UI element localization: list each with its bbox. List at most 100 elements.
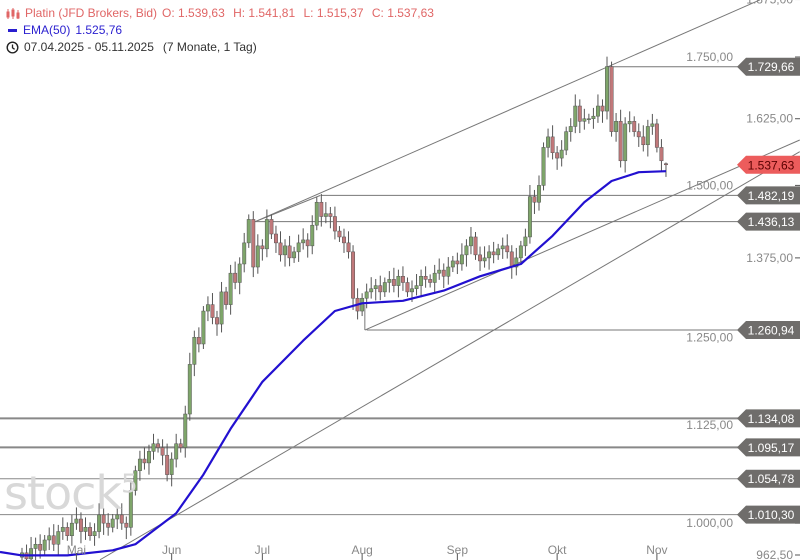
line-swatch-icon <box>8 29 17 32</box>
candle-down <box>233 272 238 283</box>
candle-down <box>441 269 446 277</box>
candle-down <box>215 317 219 325</box>
candle-down <box>509 251 514 268</box>
candle <box>106 513 111 536</box>
time-axis[interactable]: Mai Jun Jul Aug Sep Okt Nov <box>67 543 668 560</box>
candle <box>432 264 437 293</box>
candle <box>650 113 655 135</box>
x-tick-label: Nov <box>646 543 667 557</box>
candle-up <box>487 251 492 259</box>
candle <box>369 277 374 299</box>
candle <box>541 142 546 191</box>
candle-up <box>627 121 632 125</box>
candle <box>219 281 224 333</box>
level-badge: 1.134,08 <box>737 409 800 428</box>
candle <box>310 215 315 255</box>
candle-down <box>142 458 147 464</box>
candle-up <box>419 276 424 286</box>
candle <box>537 175 541 211</box>
x-tick-label: Jun <box>162 543 181 557</box>
candle <box>246 214 251 248</box>
candle-down <box>210 304 215 318</box>
y-tick-label: 962,50 <box>756 548 793 560</box>
badge-label: 1.260,94 <box>748 324 795 338</box>
candle-down <box>178 443 183 448</box>
candle <box>609 61 614 137</box>
candle <box>156 438 161 453</box>
badge-shape <box>737 469 800 488</box>
candle-down <box>196 337 201 345</box>
candle-up <box>537 185 541 203</box>
candle-up <box>301 239 306 244</box>
candle <box>192 330 197 377</box>
candle-up <box>83 527 88 532</box>
legend-instrument-row[interactable]: Platin (JFD Brokers, Bid) O: 1.539,63 H:… <box>6 5 439 22</box>
candle-down <box>101 514 106 524</box>
candle <box>242 232 247 273</box>
candle <box>373 278 378 301</box>
badge-shape <box>737 186 800 205</box>
candle-down <box>618 121 623 162</box>
candle-down <box>654 123 659 148</box>
candle-up <box>42 539 47 551</box>
ema-layer <box>0 170 667 557</box>
candle-down <box>641 136 646 146</box>
candle <box>24 544 29 560</box>
watermark-logo: stock5 <box>4 466 138 520</box>
candle-up <box>323 213 328 217</box>
candle <box>419 269 424 298</box>
candle <box>428 274 433 288</box>
candle <box>260 239 265 261</box>
candle-down <box>224 291 229 305</box>
candle-up <box>482 257 487 262</box>
candle <box>351 245 356 310</box>
candle <box>51 524 56 551</box>
y-tick-label: 1.875,00 <box>746 0 793 7</box>
candle <box>269 214 274 240</box>
candle-down <box>391 279 396 286</box>
candle-up <box>591 115 596 119</box>
candle <box>636 123 641 147</box>
candle-up <box>192 337 197 365</box>
candle <box>600 99 605 123</box>
candle-up <box>432 272 437 283</box>
candle-down <box>550 136 555 153</box>
candle <box>79 512 83 544</box>
candle <box>274 225 278 253</box>
candle-up <box>582 118 587 122</box>
candle-down <box>124 522 129 528</box>
candle <box>110 514 115 533</box>
candle-down <box>555 152 560 159</box>
candle-up <box>314 201 319 226</box>
candle <box>264 209 269 258</box>
candle-down <box>88 527 92 536</box>
instrument-name: Platin (JFD Brokers, Bid) <box>25 6 158 20</box>
candle <box>56 524 61 556</box>
candle-up <box>133 470 138 491</box>
candle <box>142 447 147 470</box>
candle-up <box>450 260 455 268</box>
candle-down <box>332 216 337 232</box>
candle <box>514 247 519 276</box>
candle-up <box>564 131 569 151</box>
candle-down <box>346 242 351 253</box>
candle <box>664 162 668 177</box>
candle <box>459 243 464 271</box>
legend-range-row[interactable]: 07.04.2025 - 05.11.2025 (7 Monate, 1 Tag… <box>6 39 439 56</box>
badge-shape <box>737 409 800 428</box>
candle <box>42 535 47 556</box>
badge-label: 1.010,30 <box>748 508 795 522</box>
candle-down <box>491 251 496 256</box>
candle-up <box>437 269 442 274</box>
legend-ema-row[interactable]: EMA(50) 1.525,76 <box>6 22 439 39</box>
candle <box>74 507 79 530</box>
candle <box>509 245 514 279</box>
candle-up <box>151 443 156 452</box>
candle <box>201 306 206 349</box>
last-price-badge: 1.537,63 <box>737 155 800 174</box>
x-tick-label: Okt <box>548 543 567 557</box>
chart-legend: Platin (JFD Brokers, Bid) O: 1.539,63 H:… <box>6 5 439 56</box>
ema-line-start <box>0 550 23 557</box>
candle <box>491 241 496 264</box>
